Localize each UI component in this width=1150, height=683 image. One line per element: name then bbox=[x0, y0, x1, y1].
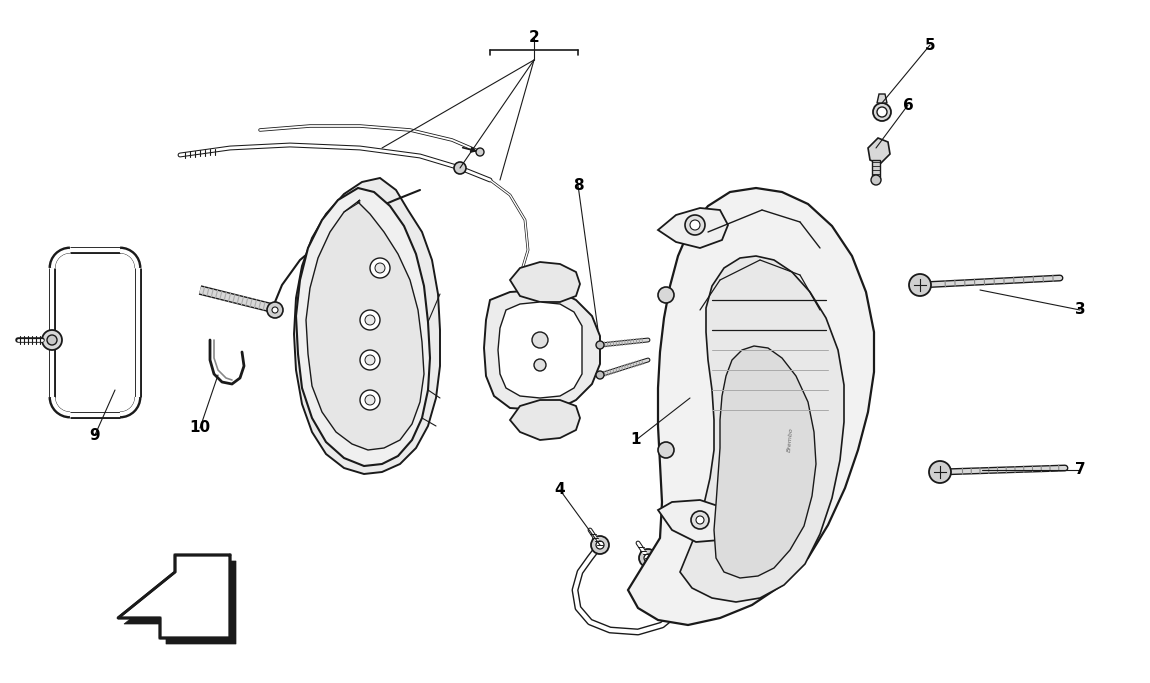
Circle shape bbox=[658, 442, 674, 458]
Circle shape bbox=[877, 107, 887, 117]
Text: 5: 5 bbox=[925, 38, 935, 53]
Circle shape bbox=[596, 371, 604, 379]
Polygon shape bbox=[118, 555, 230, 638]
Circle shape bbox=[375, 263, 385, 273]
Circle shape bbox=[691, 511, 710, 529]
Circle shape bbox=[873, 103, 891, 121]
Circle shape bbox=[591, 536, 610, 554]
Circle shape bbox=[644, 554, 652, 562]
Polygon shape bbox=[509, 400, 580, 440]
Circle shape bbox=[871, 175, 881, 185]
Circle shape bbox=[658, 287, 674, 303]
Circle shape bbox=[596, 341, 604, 349]
Polygon shape bbox=[306, 200, 424, 450]
Text: Brembo: Brembo bbox=[787, 428, 793, 453]
Polygon shape bbox=[868, 138, 890, 164]
Circle shape bbox=[596, 541, 604, 549]
Circle shape bbox=[365, 315, 375, 325]
Polygon shape bbox=[296, 188, 430, 466]
Text: 3: 3 bbox=[1075, 303, 1086, 318]
Text: 8: 8 bbox=[573, 178, 583, 193]
Polygon shape bbox=[872, 160, 880, 180]
Polygon shape bbox=[658, 208, 728, 248]
Polygon shape bbox=[124, 561, 236, 644]
Circle shape bbox=[360, 310, 380, 330]
Polygon shape bbox=[714, 346, 816, 578]
Circle shape bbox=[43, 330, 62, 350]
Polygon shape bbox=[628, 188, 874, 625]
Circle shape bbox=[476, 148, 484, 156]
Polygon shape bbox=[509, 262, 580, 302]
Text: 1: 1 bbox=[630, 432, 642, 447]
Polygon shape bbox=[680, 256, 844, 602]
Circle shape bbox=[365, 355, 375, 365]
Circle shape bbox=[360, 350, 380, 370]
Circle shape bbox=[639, 549, 657, 567]
Polygon shape bbox=[498, 302, 582, 398]
Circle shape bbox=[929, 461, 951, 483]
Circle shape bbox=[267, 302, 283, 318]
Polygon shape bbox=[658, 500, 730, 542]
Text: 10: 10 bbox=[190, 421, 210, 436]
Text: 9: 9 bbox=[90, 428, 100, 443]
Circle shape bbox=[690, 220, 700, 230]
Circle shape bbox=[360, 390, 380, 410]
Circle shape bbox=[365, 395, 375, 405]
Circle shape bbox=[534, 359, 546, 371]
Text: 7: 7 bbox=[1075, 462, 1086, 477]
Text: 2: 2 bbox=[529, 31, 539, 46]
Text: 4: 4 bbox=[554, 482, 566, 497]
Circle shape bbox=[273, 307, 278, 313]
Circle shape bbox=[696, 516, 704, 524]
Circle shape bbox=[908, 274, 932, 296]
Polygon shape bbox=[294, 178, 440, 474]
Circle shape bbox=[532, 332, 549, 348]
Circle shape bbox=[47, 335, 58, 345]
Polygon shape bbox=[877, 94, 887, 103]
Polygon shape bbox=[484, 290, 600, 410]
Text: 6: 6 bbox=[903, 98, 913, 113]
Circle shape bbox=[370, 258, 390, 278]
Circle shape bbox=[685, 215, 705, 235]
Circle shape bbox=[454, 162, 466, 174]
